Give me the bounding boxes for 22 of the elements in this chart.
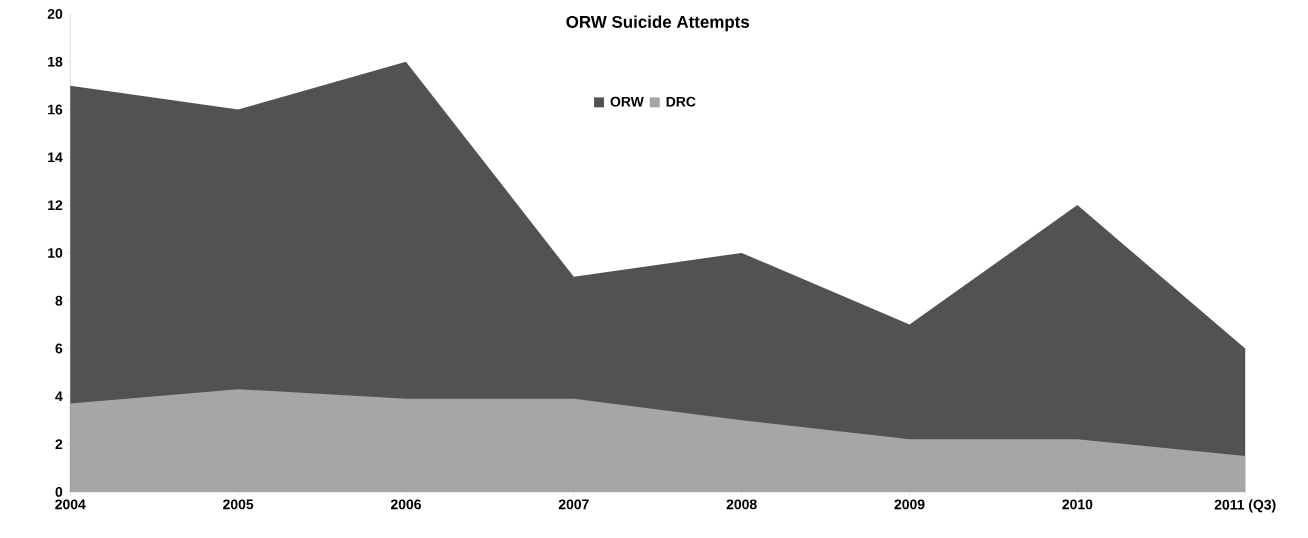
x-tick-label: 2009 [894, 499, 925, 510]
x-tick-label: 2010 [1062, 499, 1093, 510]
x-tick-label: 2005 [223, 499, 254, 510]
y-tick-label: 20 [47, 9, 63, 20]
y-tick-label: 12 [48, 200, 63, 211]
legend-label: ORW [610, 96, 644, 107]
x-tick-label: 2006 [390, 499, 421, 510]
chart-title: ORW Suicide Attempts [566, 15, 750, 32]
y-tick-label: 2 [55, 439, 63, 450]
legend-label: DRC [666, 96, 696, 107]
y-tick-label: 8 [55, 295, 63, 306]
x-tick-label: 2007 [558, 499, 589, 510]
y-tick-label: 14 [48, 152, 63, 163]
x-tick-label: 2008 [726, 499, 757, 510]
y-tick-label: 18 [48, 56, 63, 67]
y-tick-label: 4 [55, 391, 63, 402]
x-tick-label: 2011 (Q3) [1214, 499, 1276, 513]
y-tick-label: 6 [55, 343, 63, 354]
x-tick-label: 2004 [55, 499, 86, 510]
y-tick-label: 16 [48, 104, 63, 115]
y-tick-label: 10 [48, 248, 63, 258]
y-tick-label: 0 [55, 487, 63, 497]
